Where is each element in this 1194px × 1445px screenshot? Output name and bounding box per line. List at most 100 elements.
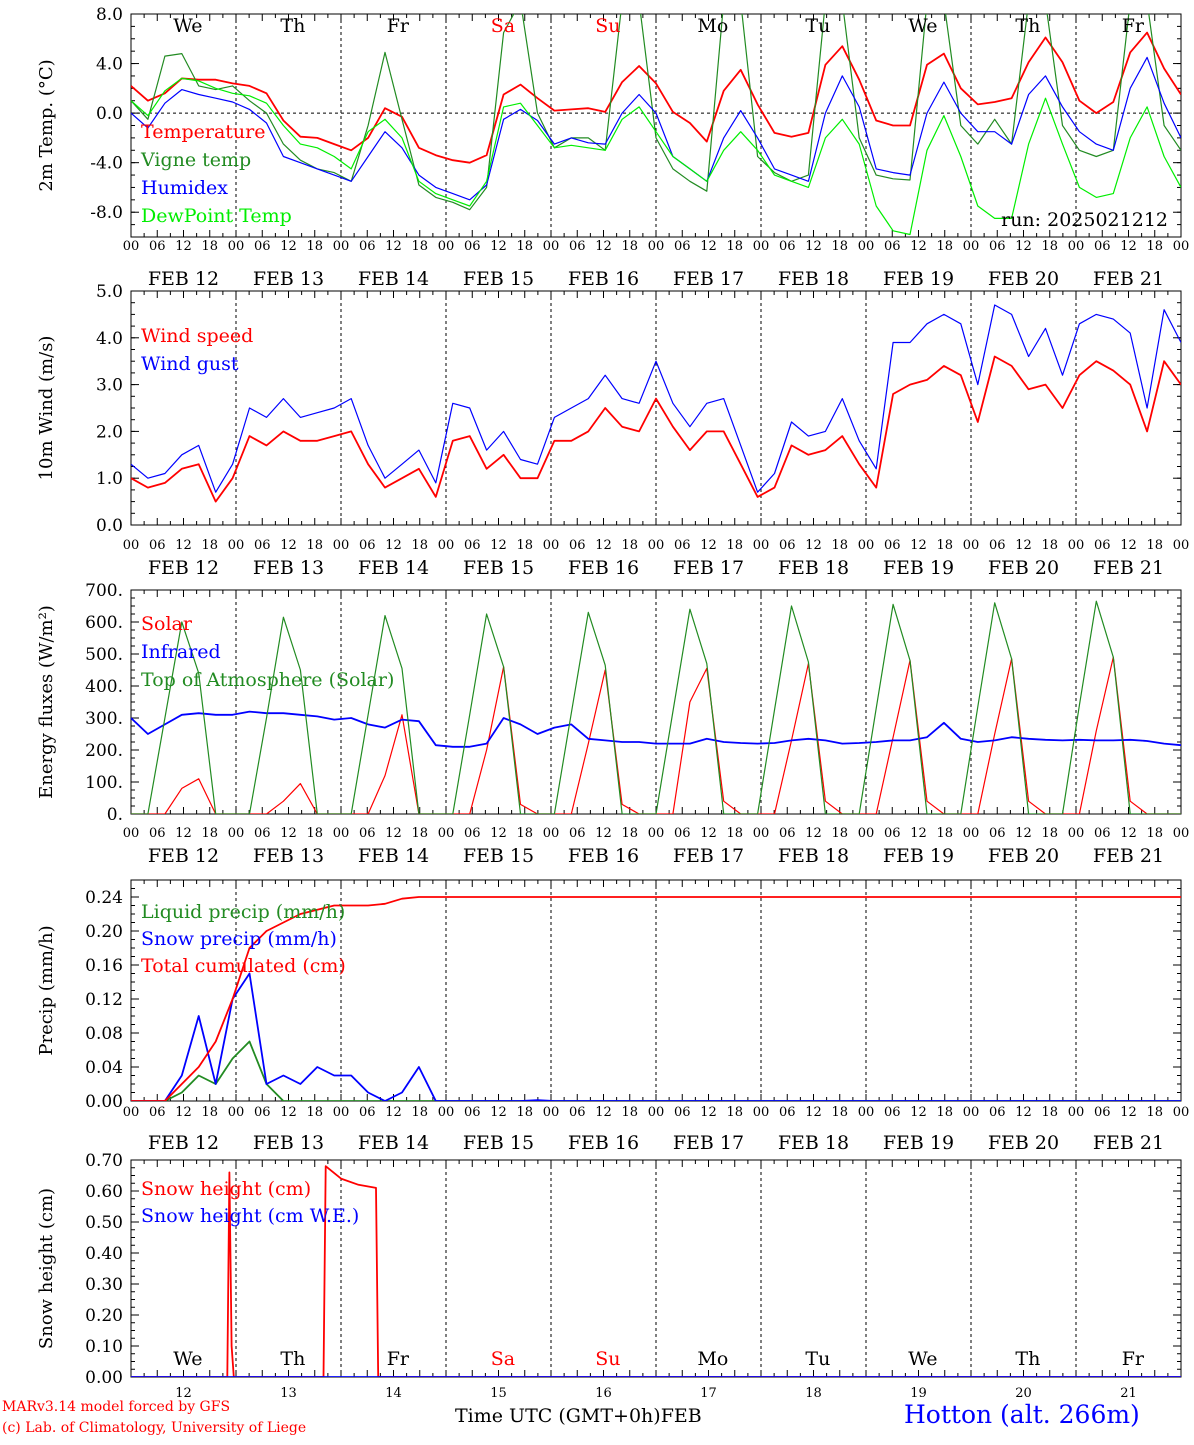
- hour-tick-label: 00: [123, 826, 140, 841]
- y-tick-label: 400.: [85, 677, 123, 697]
- hour-tick-label: 00: [753, 538, 770, 553]
- day-name: Tu: [805, 1348, 830, 1370]
- hour-tick-label: 00: [1068, 239, 1085, 254]
- date-label: FEB 18: [778, 1132, 849, 1154]
- hour-tick-label: 12: [385, 239, 402, 254]
- hour-tick-label: 18: [306, 826, 323, 841]
- hour-tick-label: 00: [1173, 538, 1190, 553]
- date-label: FEB 13: [253, 845, 324, 867]
- day-name: Th: [280, 1348, 305, 1370]
- hour-tick-label: 00: [648, 1105, 665, 1120]
- hour-tick-label: 00: [858, 239, 875, 254]
- model-credit: MARv3.14 model forced by GFS: [2, 1399, 231, 1415]
- day-name: Sa: [491, 1348, 515, 1370]
- panel-5: 0.70 0.60 0.50 0.40 0.30 0.20 0.10 0.00 Snow hei…: [36, 1151, 1182, 1388]
- hour-tick-label: 18: [726, 826, 743, 841]
- hour-tick-label: 12: [490, 826, 507, 841]
- y-tick-label: 0.08: [85, 1024, 123, 1044]
- date-label: FEB 20: [988, 845, 1059, 867]
- legend-entry: Infrared: [141, 641, 221, 663]
- hour-tick-label: 06: [464, 826, 481, 841]
- series-line-vigne-temp: [131, 14, 1181, 211]
- panel-2: 5.0 4.0 3.0 2.0 1.0 0.0 10m Wind (m/s) Wind spe…: [36, 282, 1189, 579]
- hour-tick-label: 00: [438, 1105, 455, 1120]
- hour-tick-label: 06: [1094, 826, 1111, 841]
- legend-entry: Wind speed: [141, 325, 253, 347]
- day-number-label: 21: [1120, 1386, 1137, 1401]
- day-name: Tu: [805, 15, 830, 37]
- hour-tick-label: 18: [726, 239, 743, 254]
- date-label: FEB 13: [253, 1132, 324, 1154]
- day-number-label: 14: [385, 1386, 402, 1401]
- hour-tick-label: 18: [936, 538, 953, 553]
- hour-tick-label: 00: [1068, 826, 1085, 841]
- hour-tick-label: 18: [516, 538, 533, 553]
- day-name: Sa: [491, 15, 515, 37]
- hour-tick-label: 00: [963, 1105, 980, 1120]
- hour-tick-label: 06: [674, 239, 691, 254]
- hour-tick-label: 06: [884, 239, 901, 254]
- y-tick-label: 1.0: [96, 469, 123, 489]
- run-label: run: 2025021212: [1001, 209, 1168, 231]
- y-tick-label: 0.0: [96, 104, 123, 124]
- hour-tick-label: 12: [1120, 1105, 1137, 1120]
- legend-entry: Snow precip (mm/h): [141, 928, 337, 950]
- hour-tick-label: 00: [228, 1105, 245, 1120]
- hour-tick-label: 12: [805, 826, 822, 841]
- panel-3: 700. 600. 500. 400. 300. 200. 100. 0. Energy flu…: [36, 581, 1189, 867]
- hour-tick-label: 06: [989, 239, 1006, 254]
- hour-tick-label: 18: [1041, 538, 1058, 553]
- series-line-total-cumulated-cm-: [131, 896, 1181, 1101]
- day-name: We: [908, 1348, 937, 1370]
- date-label: FEB 19: [883, 845, 954, 867]
- day-name: Fr: [387, 1348, 410, 1370]
- y-tick-label: 0.00: [85, 1092, 123, 1112]
- date-label: FEB 14: [358, 268, 429, 290]
- hour-tick-label: 00: [228, 538, 245, 553]
- date-label: FEB 14: [358, 845, 429, 867]
- hour-tick-label: 12: [490, 1105, 507, 1120]
- hour-tick-label: 12: [700, 239, 717, 254]
- y-tick-label: 8.0: [96, 5, 123, 25]
- y-axis-label: 2m Temp. (°C): [36, 59, 57, 191]
- hour-tick-label: 06: [464, 1105, 481, 1120]
- hour-tick-label: 00: [1173, 1105, 1190, 1120]
- series-line-snow-precip-mm-h-: [131, 972, 1181, 1101]
- hour-tick-label: 00: [543, 239, 560, 254]
- y-tick-label: -4.0: [90, 154, 123, 174]
- hour-tick-label: 06: [359, 826, 376, 841]
- hour-tick-label: 18: [726, 538, 743, 553]
- date-label: FEB 15: [463, 557, 534, 579]
- y-tick-label: 100.: [85, 773, 123, 793]
- y-tick-label: 0.00: [85, 1368, 123, 1388]
- time-axis-title: Time UTC (GMT+0h)FEB: [455, 1405, 702, 1427]
- legend-entry: Temperature: [141, 121, 265, 143]
- day-number-label: 19: [910, 1386, 927, 1401]
- y-tick-label: 0.50: [85, 1213, 123, 1233]
- day-name: We: [173, 1348, 202, 1370]
- hour-tick-label: 00: [333, 538, 350, 553]
- y-axis-label: Precip (mm/h): [36, 925, 57, 1055]
- date-label: FEB 17: [673, 557, 744, 579]
- legend-entry: Snow height (cm W.E.): [141, 1205, 359, 1227]
- hour-tick-label: 12: [385, 826, 402, 841]
- y-tick-label: 0.30: [85, 1275, 123, 1295]
- station-label: Hotton (alt. 266m): [904, 1400, 1140, 1429]
- hour-tick-label: 00: [963, 538, 980, 553]
- series-line-wind-gust: [131, 304, 1181, 493]
- hour-tick-label: 18: [831, 538, 848, 553]
- date-label: FEB 18: [778, 268, 849, 290]
- hour-tick-label: 00: [858, 1105, 875, 1120]
- hour-tick-label: 12: [595, 826, 612, 841]
- hour-tick-label: 00: [543, 1105, 560, 1120]
- time-axis-label: Time UTC (GMT+0h): [455, 1405, 661, 1427]
- hour-tick-label: 18: [201, 239, 218, 254]
- day-name: We: [173, 15, 202, 37]
- legend-entry: Vigne temp: [140, 149, 251, 171]
- hour-tick-label: 12: [805, 239, 822, 254]
- legend-entry: Total cumulated (cm): [141, 955, 346, 977]
- hour-tick-label: 06: [569, 1105, 586, 1120]
- hour-tick-label: 18: [1041, 1105, 1058, 1120]
- date-label: FEB 14: [358, 557, 429, 579]
- y-tick-label: 3.0: [96, 376, 123, 396]
